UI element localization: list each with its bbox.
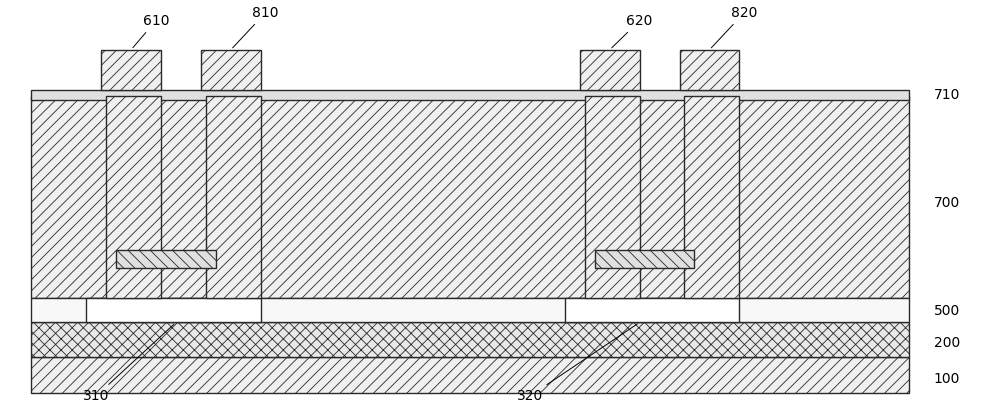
Text: 700: 700 <box>934 196 960 210</box>
Text: 500: 500 <box>934 304 960 319</box>
Bar <box>31 298 909 322</box>
Bar <box>101 50 161 90</box>
Bar <box>31 322 909 357</box>
Text: 820: 820 <box>711 6 758 48</box>
Bar <box>116 250 216 268</box>
Bar <box>206 96 261 298</box>
Text: 710: 710 <box>934 88 960 102</box>
Text: 100: 100 <box>934 372 960 386</box>
Bar <box>31 357 909 393</box>
Text: 200: 200 <box>934 336 960 350</box>
Bar <box>585 96 640 298</box>
Bar <box>580 50 640 90</box>
Text: 610: 610 <box>133 13 169 48</box>
Text: 320: 320 <box>517 324 637 403</box>
Bar <box>684 96 739 298</box>
Bar <box>106 96 161 298</box>
Bar <box>31 90 909 100</box>
Text: 310: 310 <box>83 324 174 403</box>
Bar <box>31 96 909 298</box>
Bar <box>680 50 739 90</box>
Text: 620: 620 <box>612 13 653 48</box>
Text: 810: 810 <box>233 6 279 48</box>
Bar <box>595 250 694 268</box>
Bar <box>201 50 261 90</box>
Bar <box>565 298 739 322</box>
Bar <box>86 298 261 322</box>
